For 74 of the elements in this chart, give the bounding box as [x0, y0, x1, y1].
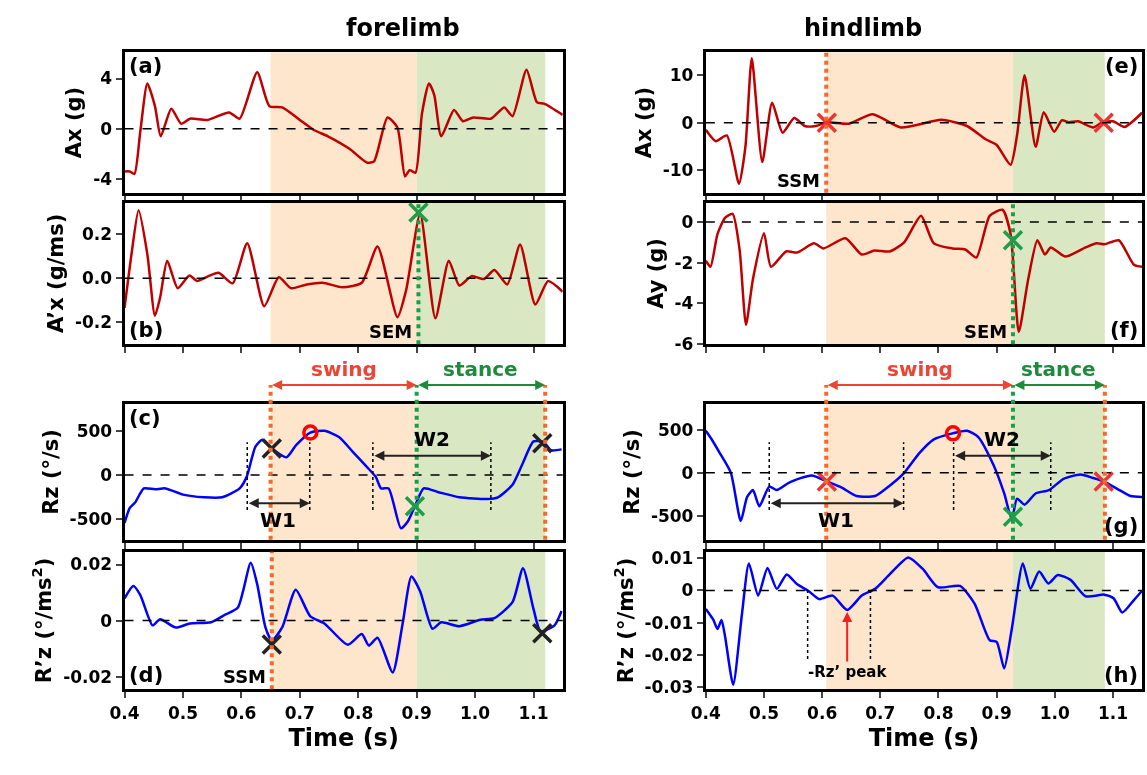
- y-tick-label: -500: [69, 509, 113, 530]
- y-tick-label: -0.02: [63, 666, 113, 687]
- x-tick-label: 0.4: [690, 702, 722, 723]
- y-axis-title: Rz (°/s): [38, 429, 63, 515]
- annotation: (c): [129, 406, 161, 430]
- y-tick-label: -2: [674, 252, 694, 273]
- y-tick-label: -10: [662, 159, 694, 180]
- x-tick-label: 0.5: [748, 702, 780, 723]
- annotation: (d): [129, 663, 164, 687]
- y-tick-label: -500: [650, 505, 694, 526]
- y-tick-label: 500: [657, 419, 694, 440]
- y-tick-label: 500: [76, 420, 113, 441]
- y-tick-label: -4: [674, 293, 694, 314]
- ref-line-label: W1: [260, 508, 296, 532]
- y-tick-label: 0: [681, 112, 694, 133]
- band-label: stance: [443, 357, 518, 381]
- ref-line-label: SEM: [964, 321, 1008, 342]
- y-tick-label: 0: [681, 211, 694, 232]
- x-tick-label: 0.7: [284, 702, 315, 723]
- x-tick-label: 0.7: [865, 702, 896, 723]
- y-axis-title: A’x (g/ms): [44, 213, 69, 334]
- annotation: (f): [1110, 318, 1139, 342]
- x-tick-label: 0.8: [923, 702, 954, 723]
- y-axis-title: Rz (°/s): [620, 429, 645, 515]
- y-tick-label: 10: [669, 65, 694, 86]
- band-label: swing: [887, 357, 953, 381]
- ref-line-label: W2: [414, 427, 450, 451]
- ref-line-label: W1: [818, 508, 854, 532]
- chart-title: forelimb: [346, 14, 460, 42]
- y-tick-label: 0: [100, 465, 113, 486]
- x-tick-label: 1.0: [460, 702, 491, 723]
- y-axis-title: Ax (g): [631, 86, 656, 159]
- y-tick-label: -0.2: [74, 312, 113, 333]
- y-tick-label: -0.02: [644, 644, 694, 665]
- y-tick-label: -6: [674, 334, 694, 355]
- x-tick-label: 0.5: [167, 702, 199, 723]
- ref-line-label: SEM: [369, 321, 413, 342]
- y-tick-label: -0.01: [644, 612, 694, 633]
- y-tick-label: -4: [93, 168, 113, 189]
- ref-line-label: W2: [984, 427, 1020, 451]
- x-tick-label: 0.6: [226, 702, 257, 723]
- annotation: (a): [129, 54, 163, 78]
- annotation: (e): [1105, 54, 1139, 78]
- x-tick-label: 0.6: [807, 702, 838, 723]
- x-axis-title: Time (s): [868, 723, 980, 752]
- chart-title: hindlimb: [804, 14, 923, 42]
- y-tick-label: -0.03: [644, 676, 694, 697]
- y-tick-label: 0: [100, 610, 113, 631]
- x-tick-label: 0.9: [401, 702, 432, 723]
- ref-line-label: SSM: [223, 666, 267, 687]
- x-tick-label: 1.1: [1097, 702, 1129, 723]
- x-tick-label: 0.4: [109, 702, 140, 723]
- x-tick-label: 0.8: [343, 702, 374, 723]
- y-tick-label: 0: [681, 580, 694, 601]
- x-tick-label: 1.1: [518, 702, 549, 723]
- ref-line-label: SSM: [777, 170, 821, 191]
- annotation: (g): [1104, 514, 1139, 538]
- annotation: (h): [1104, 663, 1139, 687]
- y-tick-label: 0: [100, 118, 113, 139]
- annotation: -Rz’ peak: [808, 663, 888, 681]
- y-axis-title: Ax (g): [62, 86, 87, 159]
- y-tick-label: 0.2: [82, 224, 113, 245]
- annotation: (b): [129, 318, 164, 342]
- y-axis-title: Ay (g): [643, 238, 668, 309]
- y-tick-label: 0.02: [70, 554, 113, 575]
- y-tick-label: 0.01: [651, 548, 694, 569]
- x-axis-title: Time (s): [288, 723, 399, 752]
- x-tick-label: 0.9: [981, 702, 1012, 723]
- x-tick-label: 1.0: [1039, 702, 1071, 723]
- y-tick-label: 0.0: [82, 268, 113, 289]
- y-tick-label: 4: [100, 68, 113, 89]
- band-label: swing: [311, 357, 377, 381]
- y-tick-label: 0: [681, 462, 694, 483]
- band-label: stance: [1021, 357, 1096, 381]
